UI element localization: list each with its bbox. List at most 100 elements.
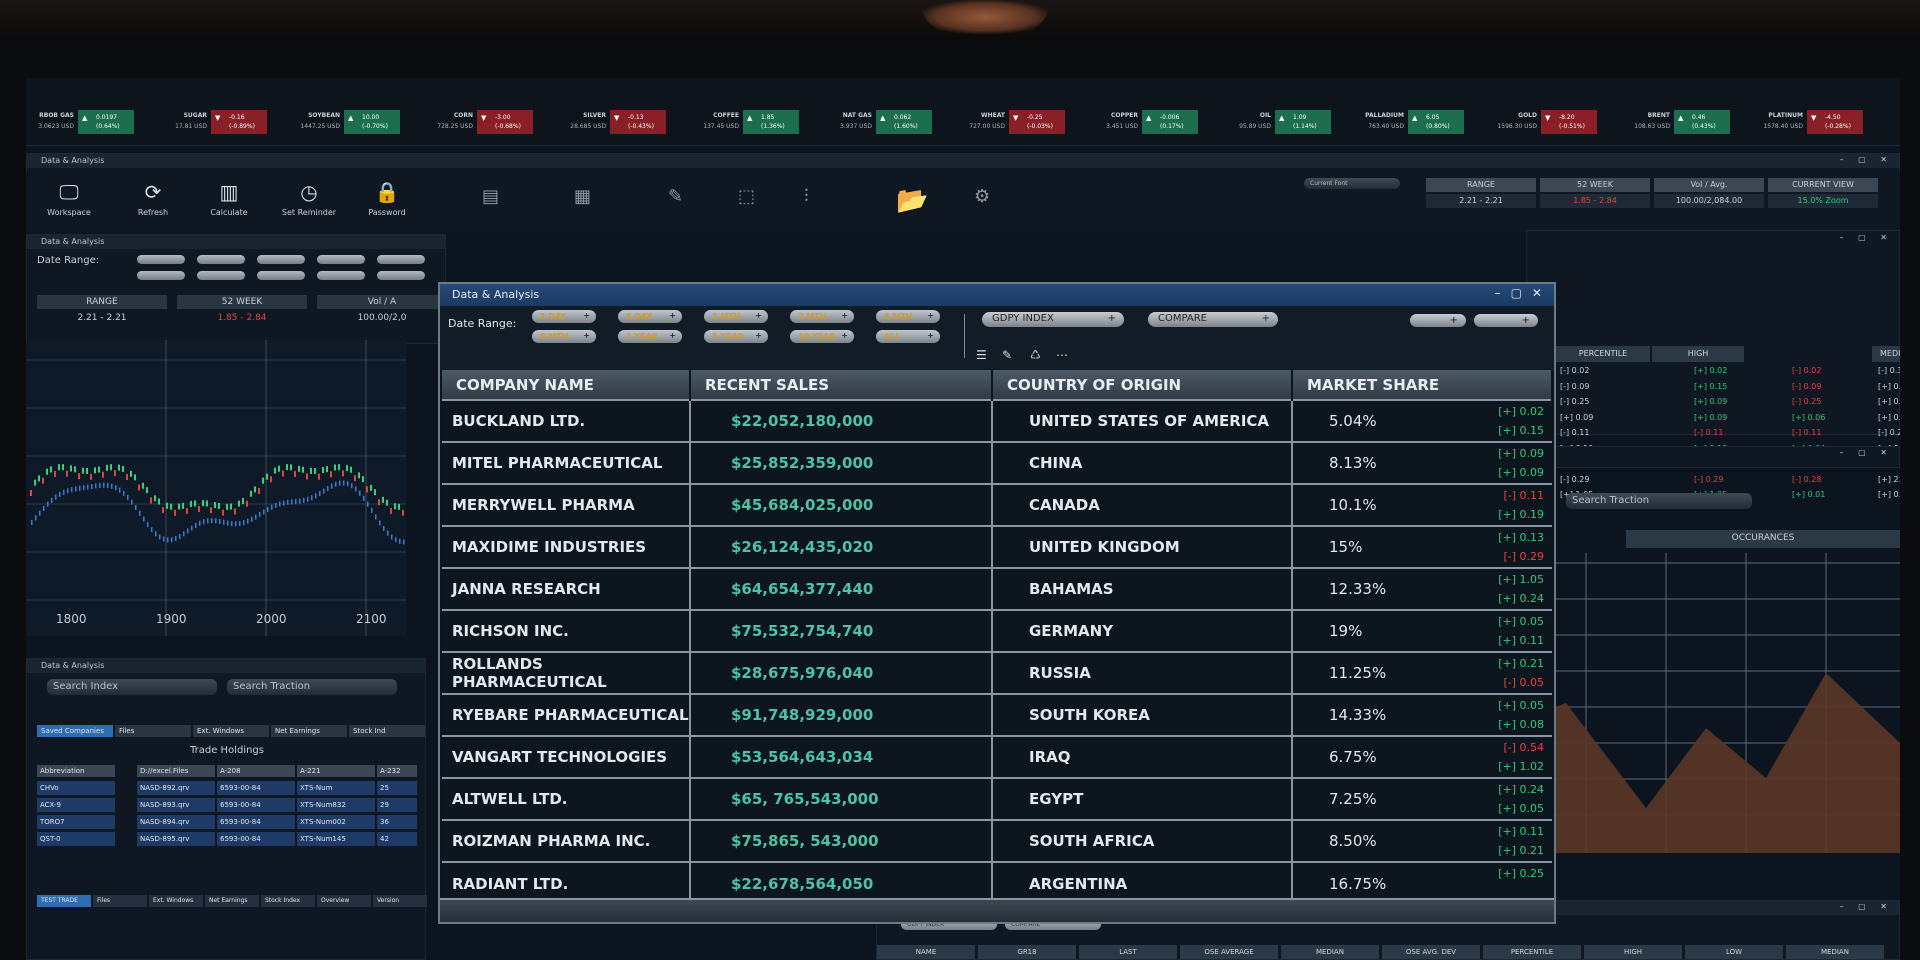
left-lower-tab[interactable]: Net Earnings — [271, 725, 347, 737]
toolbar-icon[interactable]: 📂 — [896, 186, 929, 216]
left-bottom-tab[interactable]: Files — [93, 895, 147, 907]
bottom-compare-select[interactable]: COMPARE — [1005, 919, 1101, 930]
left-range-pill[interactable] — [257, 255, 305, 264]
ticker-name: CORN — [453, 112, 473, 119]
toolbar-icon[interactable]: ▦ — [574, 186, 592, 207]
left-lower-tab[interactable]: Ext. Windows — [193, 725, 269, 737]
modal-window-controls[interactable]: –▢✕ — [1494, 286, 1552, 300]
right-stats-controls[interactable]: – ▢ ✕ — [1839, 233, 1893, 242]
left-range-pill[interactable] — [257, 271, 305, 280]
ticker-item[interactable]: GOLD 1596.30 USD ▼ -8.20 (-0.51%) — [1495, 110, 1605, 136]
company-row[interactable]: MAXIDIME INDUSTRIES $26,124,435,020 UNITED… — [442, 525, 1552, 568]
company-row[interactable]: JANNA RESEARCH $64,654,377,440 BAHAMAS 12.3… — [442, 567, 1552, 610]
left-range-pill[interactable] — [137, 255, 185, 264]
share-icon[interactable]: ♺ — [1030, 348, 1041, 362]
toolbar-password-button[interactable]: 🔒 Password — [352, 180, 422, 217]
date-range-pill[interactable]: 2 MTH. — [790, 310, 854, 323]
company-row[interactable]: ALTWELL LTD. $65, 765,543,000 EGYPT 7.25% [+… — [442, 777, 1552, 820]
ticker-item[interactable]: SILVER 28.685 USD ▼ -0.13 (-0.43%) — [564, 110, 674, 136]
left-bottom-tab[interactable]: Ext. Windows — [149, 895, 203, 907]
search-traction-input-left[interactable]: Search Traction — [227, 679, 397, 695]
toolbar-workspace-button[interactable]: 🖵 Workspace — [34, 180, 104, 217]
ticker-item[interactable]: WHEAT 727.00 USD ▼ -0.25 (-0.03%) — [963, 110, 1073, 136]
left-lower-tab[interactable]: Stock Ind — [349, 725, 425, 737]
left-bottom-tab[interactable]: Stock Index — [261, 895, 315, 907]
date-range-pill[interactable]: 5 DAY — [618, 310, 682, 323]
company-row[interactable]: ROLLANDS PHARMACEUTICAL $28,675,976,040 RU… — [442, 651, 1552, 694]
left-lower-tab[interactable]: Saved Companies — [37, 725, 113, 737]
column-header-country[interactable]: COUNTRY OF ORIGIN — [992, 370, 1293, 400]
candle — [134, 474, 136, 481]
holdings-cell: NASD-895.qrv — [137, 832, 215, 846]
right-chart-controls[interactable]: – ▢ ✕ — [1839, 448, 1893, 457]
left-range-pill[interactable] — [317, 255, 365, 264]
market-share-value: 6.75% — [1329, 748, 1377, 766]
ticker-item[interactable]: COPPER 3.451 USD ▲ -0.006 (0.17%) — [1096, 110, 1206, 136]
left-range-pill[interactable] — [317, 271, 365, 280]
toolbar-icon[interactable]: ▤ — [482, 186, 500, 207]
left-range-pill[interactable] — [197, 271, 245, 280]
bottom-index-select[interactable]: GDPY INDEX — [901, 919, 997, 930]
search-traction-input-right[interactable]: Search Traction — [1566, 493, 1752, 509]
company-row[interactable]: ROIZMAN PHARMA INC. $75,865, 543,000 SOUTH… — [442, 819, 1552, 862]
column-header-share[interactable]: MARKET SHARE — [1292, 370, 1553, 400]
toolbar-calculate-button[interactable]: ▥ Calculate — [194, 180, 264, 217]
edit-icon[interactable]: ✎ — [1002, 348, 1013, 362]
compare-select[interactable]: COMPARE — [1148, 312, 1278, 327]
toolbar-icon[interactable]: ⚙ — [974, 186, 991, 207]
date-range-pill[interactable]: ALL — [876, 330, 940, 343]
company-name-cell: VANGART TECHNOLOGIES — [442, 735, 691, 778]
column-header-company[interactable]: COMPANY NAME — [442, 370, 691, 400]
more-icon[interactable]: ⋯ — [1056, 348, 1068, 362]
ticker-item[interactable]: RBOB GAS 3.0623 USD ▲ 0.0197 (0.64%) — [32, 110, 142, 136]
ticker-item[interactable]: COFFEE 137.45 USD ▲ 1.85 (1.36%) — [697, 110, 807, 136]
left-bottom-tab[interactable]: Version — [373, 895, 427, 907]
date-range-pill[interactable]: 1 YEAR — [618, 330, 682, 343]
ticker-item[interactable]: CORN 728.25 USD ▼ -3.00 (-0.68%) — [431, 110, 541, 136]
list-icon[interactable]: ☰ — [976, 348, 987, 362]
company-row[interactable]: RYEBARE PHARMACEUTICAL $91,748,929,000 SOU… — [442, 693, 1552, 736]
date-range-pill[interactable]: 5 YEAR — [704, 330, 768, 343]
date-range-pill[interactable]: 10 YEAR — [790, 330, 854, 343]
view-toggle[interactable] — [1474, 314, 1538, 327]
ticker-item[interactable]: SOYBEAN 1447.25 USD ▲ 10.00 (-0.70%) — [298, 110, 408, 136]
ticker-item[interactable]: OIL 95.89 USD ▲ 1.09 (1.14%) — [1229, 110, 1339, 136]
ticker-item[interactable]: PALLADIUM 763.40 USD ▲ 6.05 (0.80%) — [1362, 110, 1472, 136]
date-range-pill[interactable]: 6 MTH. — [876, 310, 940, 323]
company-row[interactable]: VANGART TECHNOLOGIES $53,564,643,034 IRAQ 6… — [442, 735, 1552, 778]
gdpy-index-select[interactable]: GDPY INDEX — [982, 312, 1124, 327]
modal-titlebar[interactable]: Data & Analysis –▢✕ — [440, 284, 1554, 306]
toolbar-set-reminder-button[interactable]: ◷ Set Reminder — [274, 180, 344, 217]
date-range-pill[interactable]: 8 MTH. — [532, 330, 596, 343]
ticker-item[interactable]: SUGAR 17.81 USD ▼ -0.16 (-0.89%) — [165, 110, 275, 136]
left-range-pill[interactable] — [377, 255, 425, 264]
column-header-sales[interactable]: RECENT SALES — [690, 370, 993, 400]
toolbar-icon[interactable]: ⬚ — [738, 186, 756, 207]
left-range-pill[interactable] — [377, 271, 425, 280]
left-range-pill[interactable] — [197, 255, 245, 264]
company-row[interactable]: BUCKLAND LTD. $22,052,180,000 UNITED STATE… — [442, 399, 1552, 442]
search-index-input[interactable]: Search Index — [47, 679, 217, 695]
left-bottom-tab[interactable]: Net Earnings — [205, 895, 259, 907]
left-bottom-tab[interactable]: Overview — [317, 895, 371, 907]
company-row[interactable]: MITEL PHARMACEUTICAL $25,852,359,000 CHINA… — [442, 441, 1552, 484]
bottom-window-controls[interactable]: – ▢ ✕ — [1839, 902, 1893, 911]
date-range-pill[interactable]: 1 DAY — [532, 310, 596, 323]
font-select[interactable]: Current Font — [1304, 178, 1400, 189]
zoom-toggle[interactable] — [1410, 314, 1466, 327]
toolbar-refresh-button[interactable]: ⟳ Refresh — [118, 180, 188, 217]
ticker-item[interactable]: PLATINUM 1578.40 USD ▼ -4.50 (-0.28%) — [1761, 110, 1871, 136]
left-bottom-tab[interactable]: TEST TRADE — [37, 895, 91, 907]
company-row[interactable]: RICHSON INC. $75,532,754,740 GERMANY 19% [+]… — [442, 609, 1552, 652]
ticker-item[interactable]: BRENT 108.63 USD ▲ 0.46 (0.43%) — [1628, 110, 1738, 136]
date-range-pill[interactable]: 1 MTH. — [704, 310, 768, 323]
left-range-pill[interactable] — [137, 271, 185, 280]
ticker-item[interactable]: NAT GAS 3.937 USD ▲ 0.062 (1.60%) — [830, 110, 940, 136]
modal-scroll-footer[interactable] — [440, 898, 1554, 922]
left-lower-tab[interactable]: Files — [115, 725, 191, 737]
company-row[interactable]: MERRYWELL PHARMA $45,684,025,000 CANADA 10.… — [442, 483, 1552, 526]
toolbar-icon[interactable]: ✎ — [668, 186, 684, 207]
toolbar-icon[interactable]: ⫶ — [804, 186, 809, 207]
company-row[interactable]: RADIANT LTD. $22,678,564,050 ARGENTINA 16.7… — [442, 861, 1552, 904]
back-window-controls[interactable]: – ▢ ✕ — [1839, 155, 1893, 164]
